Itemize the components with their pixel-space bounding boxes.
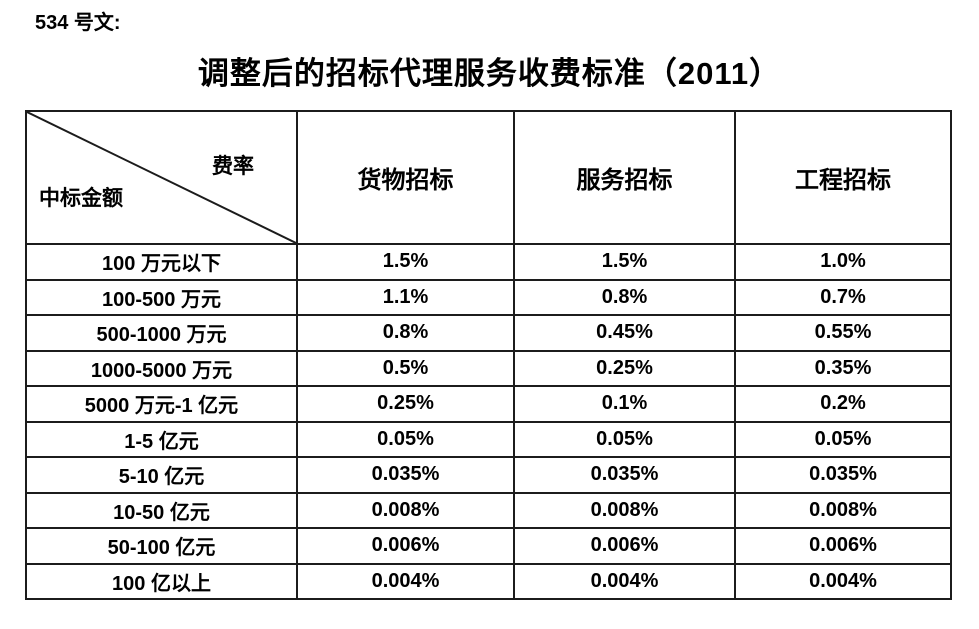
row-label-amount-range: 5000 万元-1 亿元 (25, 385, 298, 423)
rate-value: 0.8% (296, 314, 515, 352)
corner-label-amount: 中标金额 (39, 187, 123, 210)
rate-value: 0.35% (734, 349, 952, 387)
rate-value: 0.25% (513, 349, 736, 387)
rate-value: 0.004% (513, 562, 736, 600)
rate-value: 0.25% (296, 385, 515, 423)
rate-value: 0.05% (734, 420, 952, 458)
rate-value: 0.006% (296, 527, 515, 565)
rate-value: 0.45% (513, 314, 736, 352)
table-row: 5000 万元-1 亿元 0.25% 0.1% 0.2% (25, 385, 952, 423)
table-row: 100 万元以下 1.5% 1.5% 1.0% (25, 243, 952, 281)
rate-value: 1.0% (734, 243, 952, 281)
rate-value: 1.5% (513, 243, 736, 281)
rate-value: 0.8% (513, 278, 736, 316)
rate-value: 0.5% (296, 349, 515, 387)
row-label-amount-range: 500-1000 万元 (25, 314, 298, 352)
diagonal-corner-cell: 费率 中标金额 (25, 110, 298, 245)
row-label-amount-range: 100 万元以下 (25, 243, 298, 281)
table-row: 1000-5000 万元 0.5% 0.25% 0.35% (25, 349, 952, 387)
rate-value: 0.006% (734, 527, 952, 565)
rate-value: 0.008% (734, 491, 952, 529)
table-row: 1-5 亿元 0.05% 0.05% 0.05% (25, 420, 952, 458)
rate-value: 0.7% (734, 278, 952, 316)
rate-value: 0.035% (513, 456, 736, 494)
rate-value: 0.05% (513, 420, 736, 458)
rate-value: 0.006% (513, 527, 736, 565)
fee-rate-table: 费率 中标金额 货物招标 服务招标 工程招标 100 万元以下 1.5% 1.5% 1… (25, 110, 952, 600)
table-row: 50-100 亿元 0.006% 0.006% 0.006% (25, 527, 952, 565)
table-row: 10-50 亿元 0.008% 0.008% 0.008% (25, 491, 952, 529)
column-header-services: 服务招标 (513, 110, 736, 245)
rate-value: 0.2% (734, 385, 952, 423)
rate-value: 0.008% (513, 491, 736, 529)
rate-value: 0.035% (296, 456, 515, 494)
table-header-row: 费率 中标金额 货物招标 服务招标 工程招标 (25, 110, 952, 245)
table-row: 5-10 亿元 0.035% 0.035% 0.035% (25, 456, 952, 494)
rate-value: 1.5% (296, 243, 515, 281)
column-header-engineering: 工程招标 (734, 110, 952, 245)
row-label-amount-range: 100 亿以上 (25, 562, 298, 600)
row-label-amount-range: 1-5 亿元 (25, 420, 298, 458)
diagonal-line (27, 112, 296, 243)
corner-label-rate: 费率 (212, 155, 254, 178)
rate-value: 0.004% (734, 562, 952, 600)
rate-value: 0.004% (296, 562, 515, 600)
rate-value: 0.05% (296, 420, 515, 458)
rate-value: 0.1% (513, 385, 736, 423)
rate-value: 0.55% (734, 314, 952, 352)
row-label-amount-range: 1000-5000 万元 (25, 349, 298, 387)
row-label-amount-range: 50-100 亿元 (25, 527, 298, 565)
doc-number: 534 号文: (35, 12, 121, 34)
row-label-amount-range: 5-10 亿元 (25, 456, 298, 494)
table-body: 100 万元以下 1.5% 1.5% 1.0% 100-500 万元 1.1% 0.8% 0.… (25, 243, 952, 600)
page-title: 调整后的招标代理服务收费标准（2011） (197, 56, 782, 91)
table-row: 100 亿以上 0.004% 0.004% 0.004% (25, 562, 952, 600)
row-label-amount-range: 100-500 万元 (25, 278, 298, 316)
rate-value: 0.008% (296, 491, 515, 529)
column-header-goods: 货物招标 (296, 110, 515, 245)
rate-value: 1.1% (296, 278, 515, 316)
table-row: 100-500 万元 1.1% 0.8% 0.7% (25, 278, 952, 316)
rate-value: 0.035% (734, 456, 952, 494)
table-row: 500-1000 万元 0.8% 0.45% 0.55% (25, 314, 952, 352)
row-label-amount-range: 10-50 亿元 (25, 491, 298, 529)
